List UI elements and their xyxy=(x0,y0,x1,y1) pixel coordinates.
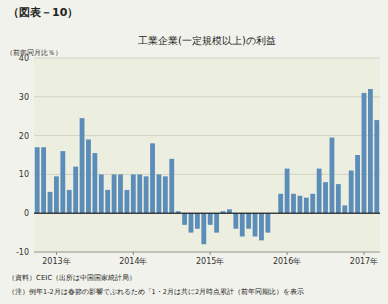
bar xyxy=(195,213,200,229)
x-tick xyxy=(287,252,288,255)
bar xyxy=(253,213,258,236)
bar xyxy=(48,192,53,213)
bar xyxy=(310,194,315,213)
bar xyxy=(99,174,104,213)
bar xyxy=(323,182,328,213)
bar xyxy=(163,176,168,213)
x-tick-label: 2017年 xyxy=(350,257,378,266)
title: 工業企業(一定規模以上)の利益 xyxy=(138,35,276,46)
bar xyxy=(201,213,206,244)
bar xyxy=(137,174,142,213)
x-tick xyxy=(210,252,211,255)
y-tick-label: 10 xyxy=(19,170,29,179)
x-axis-line xyxy=(34,252,380,253)
grid-line xyxy=(34,135,380,136)
background xyxy=(0,0,388,304)
zero-line xyxy=(34,213,380,214)
bar xyxy=(86,139,91,213)
bar xyxy=(291,194,296,213)
y-axis-label: （前年同月比％） xyxy=(6,49,62,57)
bar xyxy=(336,184,341,213)
bar xyxy=(157,174,162,213)
bar xyxy=(150,143,155,213)
bar xyxy=(182,213,187,225)
bar xyxy=(41,147,46,213)
bar xyxy=(278,194,283,213)
grid-line xyxy=(34,213,380,214)
bar xyxy=(80,118,85,213)
bar xyxy=(374,120,379,213)
y-tick-label: 0 xyxy=(24,209,29,218)
bar xyxy=(125,190,130,213)
bar xyxy=(60,151,65,213)
bar xyxy=(349,171,354,214)
bars xyxy=(35,89,379,244)
x-tick xyxy=(363,252,364,255)
bar xyxy=(362,93,367,213)
bar xyxy=(330,138,335,214)
y-tick-label: 20 xyxy=(19,132,29,141)
bar xyxy=(131,174,136,213)
x-tick-label: 2015年 xyxy=(196,257,224,266)
bar xyxy=(105,190,110,213)
bar xyxy=(35,147,40,213)
bar xyxy=(169,159,174,213)
x-tick-label: 2013年 xyxy=(42,257,70,266)
bar xyxy=(233,213,238,229)
footnote: （資料）CEIC（出所は中国国家統計局） xyxy=(8,274,136,282)
bar xyxy=(304,198,309,214)
grid-line xyxy=(34,58,380,59)
chart: （図表－10） 工業企業(一定規模以上)の利益 （前年同月比％） -10 0 10 20 30… xyxy=(0,0,388,304)
bar xyxy=(208,213,213,225)
bar xyxy=(368,89,373,213)
bar xyxy=(67,190,72,213)
bar xyxy=(73,167,78,214)
header: （図表－10） xyxy=(8,6,78,19)
y-tick-label: -10 xyxy=(16,248,29,257)
plot-area xyxy=(34,58,380,252)
bar xyxy=(118,174,123,213)
grid-line xyxy=(34,252,380,253)
bar xyxy=(112,174,117,213)
bar xyxy=(227,209,232,213)
bar xyxy=(317,169,322,214)
x-tick-label: 2016年 xyxy=(273,257,301,266)
bar xyxy=(285,169,290,214)
bar xyxy=(342,205,347,213)
y-tick-label: 30 xyxy=(19,93,29,102)
bar xyxy=(298,196,303,213)
bar xyxy=(54,176,59,213)
bar xyxy=(189,213,194,232)
bar xyxy=(246,213,251,229)
bar xyxy=(214,213,219,232)
bar xyxy=(240,213,245,236)
bar xyxy=(92,153,97,213)
y-tick-label: 40 xyxy=(19,54,29,63)
x-tick xyxy=(56,252,57,255)
x-tick xyxy=(133,252,134,255)
bar xyxy=(259,213,264,240)
bar xyxy=(355,155,360,213)
bar xyxy=(265,213,270,232)
footnote: （注）例年1-2月は春節の影響でぶれるため「1・2月は共に2月時点累計（前年同期… xyxy=(8,288,304,296)
grid-line xyxy=(34,96,380,97)
bar xyxy=(144,176,149,213)
grid-line xyxy=(34,174,380,175)
x-tick-label: 2014年 xyxy=(119,257,147,266)
